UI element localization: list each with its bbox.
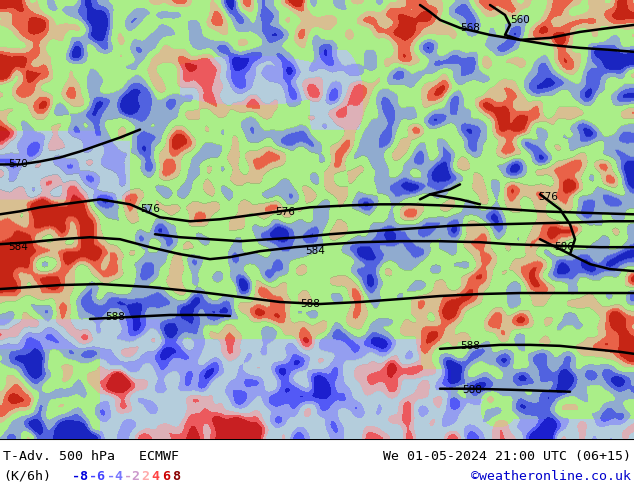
Text: 560: 560: [510, 15, 530, 25]
Text: 4: 4: [152, 470, 160, 483]
Text: 6: 6: [162, 470, 170, 483]
Text: 584: 584: [8, 242, 28, 252]
Text: 586: 586: [554, 242, 574, 252]
Text: -2: -2: [124, 470, 140, 483]
Text: 588: 588: [105, 312, 125, 322]
Text: 588: 588: [300, 299, 320, 309]
Text: 576: 576: [538, 193, 558, 202]
Text: 588: 588: [460, 341, 480, 351]
Text: 8: 8: [172, 470, 180, 483]
Text: 576: 576: [275, 207, 295, 217]
Text: -4: -4: [107, 470, 123, 483]
Text: 570: 570: [8, 159, 28, 170]
Text: 576: 576: [140, 204, 160, 214]
Text: T-Adv. 500 hPa   ECMWF: T-Adv. 500 hPa ECMWF: [3, 450, 179, 463]
Text: (K/6h): (K/6h): [3, 470, 51, 483]
Text: ©weatheronline.co.uk: ©weatheronline.co.uk: [471, 470, 631, 483]
Text: We 01-05-2024 21:00 UTC (06+15): We 01-05-2024 21:00 UTC (06+15): [383, 450, 631, 463]
Text: 588: 588: [462, 385, 482, 395]
Text: 2: 2: [141, 470, 150, 483]
Text: -6: -6: [89, 470, 105, 483]
Text: 568: 568: [460, 23, 480, 33]
Text: 584: 584: [305, 246, 325, 256]
Text: -8: -8: [72, 470, 88, 483]
